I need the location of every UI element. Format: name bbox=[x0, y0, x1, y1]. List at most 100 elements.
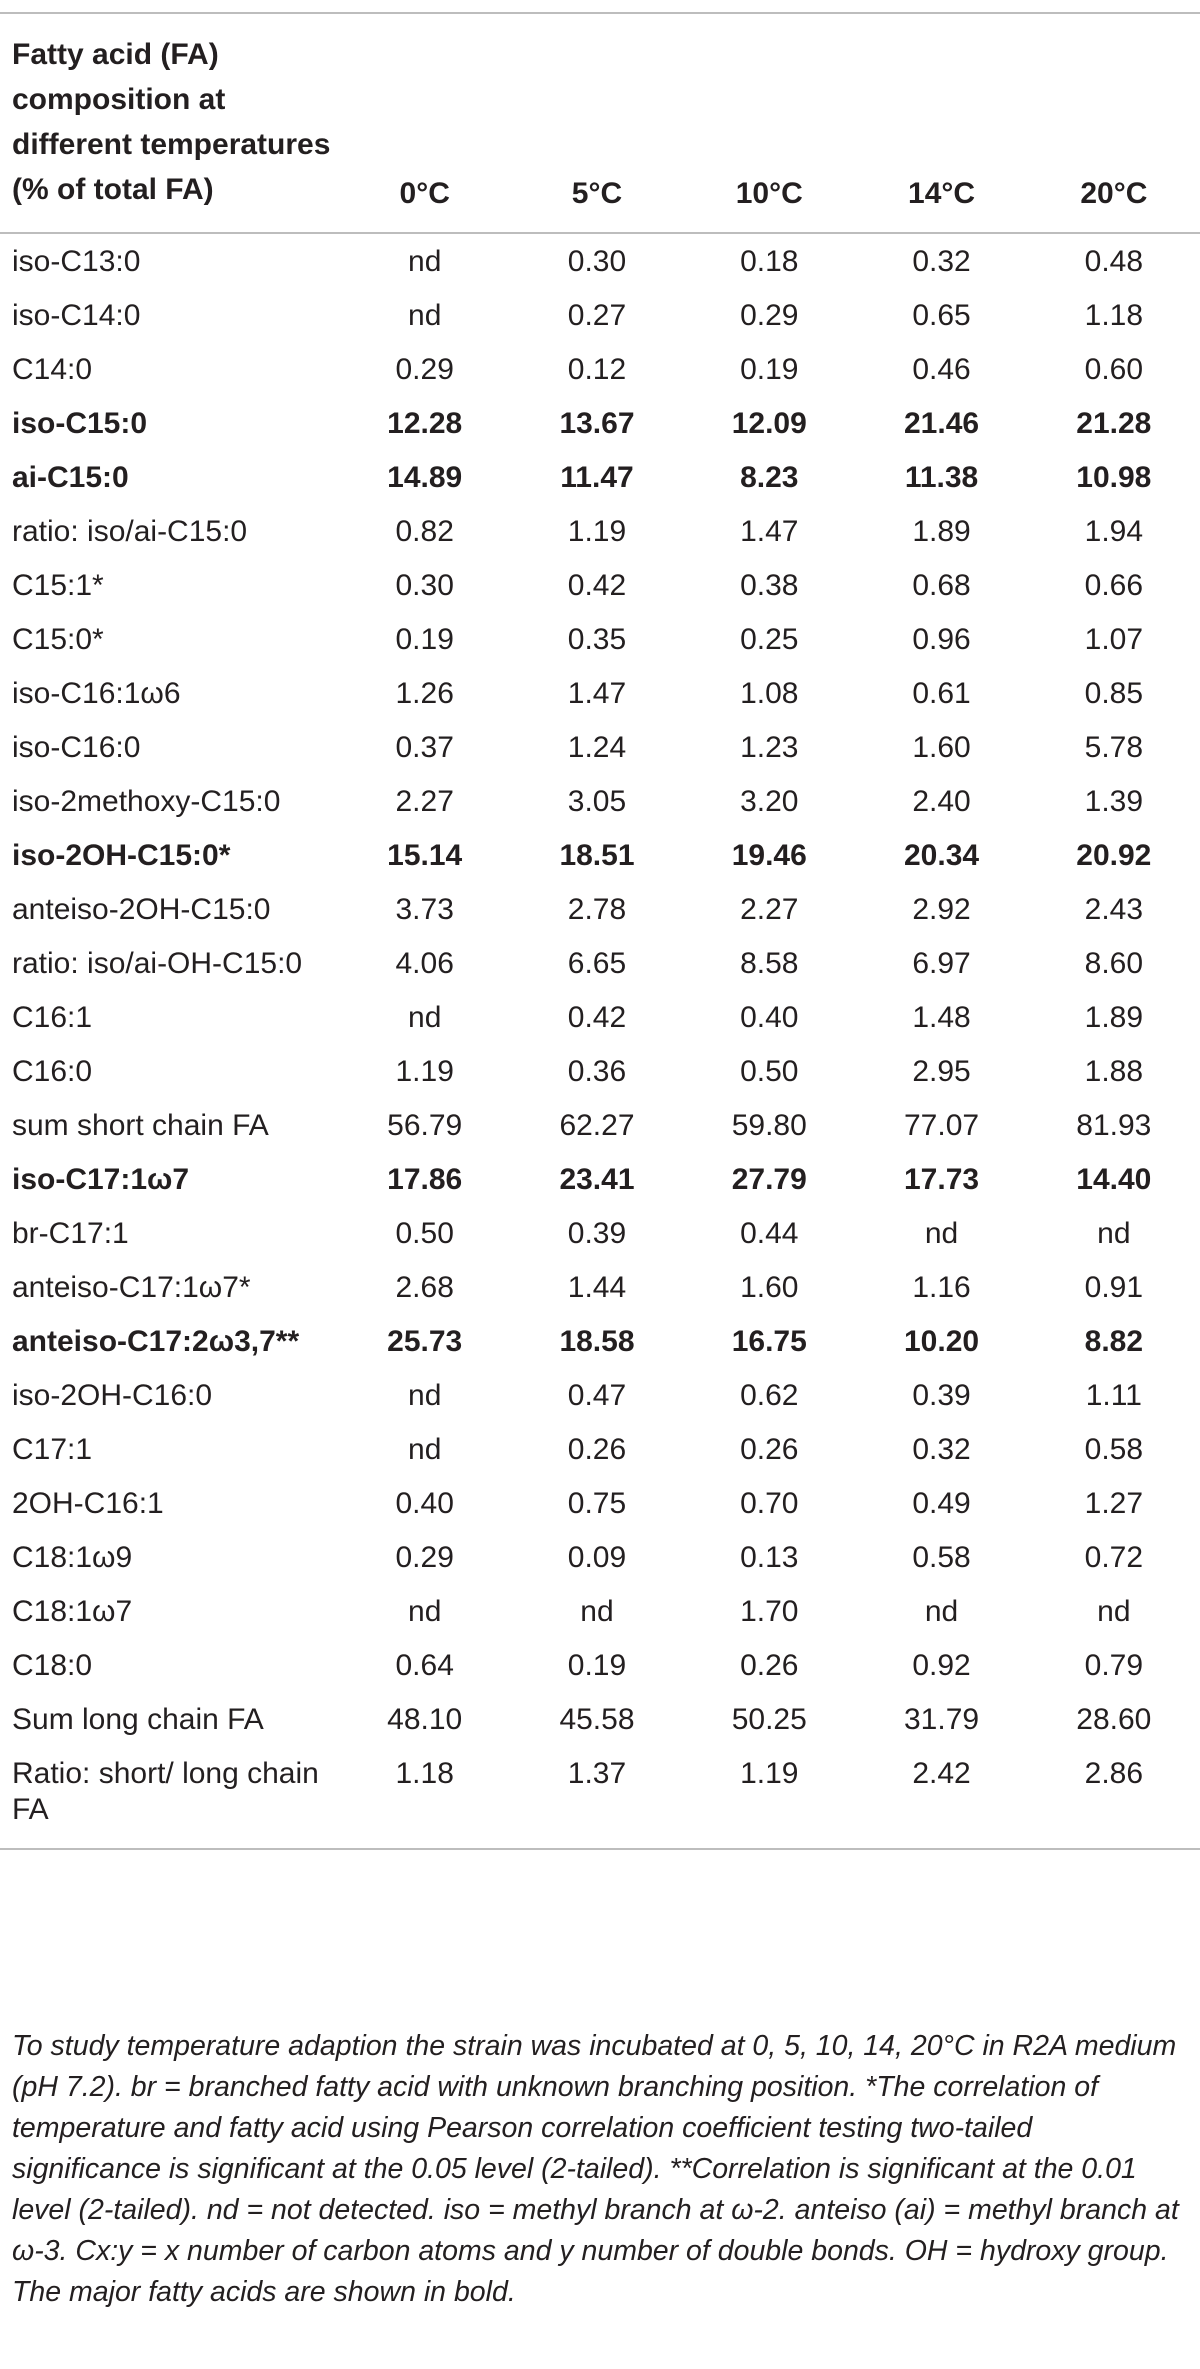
row-label: iso-C14:0 bbox=[12, 299, 141, 332]
row-label: C15:1* bbox=[12, 569, 104, 602]
cell-value: 15.14 bbox=[387, 839, 463, 872]
cell-value: 8.58 bbox=[740, 947, 799, 980]
cell-value: 0.26 bbox=[740, 1649, 799, 1682]
cell-value: 6.65 bbox=[567, 947, 627, 980]
cell-value: 0.19 bbox=[740, 353, 799, 386]
cell-value: 0.44 bbox=[740, 1217, 799, 1250]
cell-value: 2.43 bbox=[1084, 893, 1144, 926]
cell-value: 1.23 bbox=[740, 731, 799, 764]
cell-value: 0.19 bbox=[395, 623, 454, 656]
cell-value: 77.07 bbox=[904, 1109, 980, 1142]
cell-value: 62.27 bbox=[559, 1109, 635, 1142]
cell-value: 0.36 bbox=[567, 1055, 627, 1088]
cell-value: 18.51 bbox=[559, 839, 635, 872]
cell-value: 0.92 bbox=[912, 1649, 971, 1682]
cell-value: 1.08 bbox=[740, 677, 799, 710]
table-row: anteiso-C17:1ω7* 2.68 1.44 1.60 1.16 0.91 bbox=[0, 1260, 1200, 1314]
cell-value: 81.93 bbox=[1076, 1109, 1152, 1142]
table-row: iso-2methoxy-C15:0 2.27 3.05 3.20 2.40 1.39 bbox=[0, 774, 1200, 828]
cell-value: 0.39 bbox=[567, 1217, 627, 1250]
cell-value: 0.42 bbox=[567, 1001, 627, 1034]
cell-value: nd bbox=[1097, 1595, 1131, 1628]
row-label: ratio: iso/ai-OH-C15:0 bbox=[12, 947, 303, 980]
cell-value: 11.47 bbox=[560, 461, 634, 494]
cell-value: 0.13 bbox=[740, 1541, 799, 1574]
cell-value: 0.26 bbox=[567, 1433, 627, 1466]
cell-value: 1.47 bbox=[567, 677, 627, 710]
cell-value: 8.82 bbox=[1084, 1325, 1144, 1358]
cell-value: nd bbox=[408, 1001, 442, 1034]
table-row: ai-C15:0 14.89 11.47 8.23 11.38 10.98 bbox=[0, 450, 1200, 504]
cell-value: 18.58 bbox=[559, 1325, 635, 1358]
cell-value: 1.48 bbox=[912, 1001, 971, 1034]
cell-value: 0.66 bbox=[1084, 569, 1144, 602]
cell-value: 14.40 bbox=[1076, 1163, 1152, 1196]
row-label: C16:0 bbox=[12, 1055, 93, 1088]
table-footnote: To study temperature adaption the strain… bbox=[12, 2026, 1188, 2313]
cell-value: 0.40 bbox=[395, 1487, 454, 1520]
cell-value: 0.39 bbox=[912, 1379, 971, 1412]
footnote-significance-01: **Correlation is significant at the 0.01… bbox=[12, 2153, 1137, 2226]
cell-value: 0.27 bbox=[567, 299, 627, 332]
table-row: anteiso-C17:2ω3,7** 25.73 18.58 16.75 10.20 8… bbox=[0, 1314, 1200, 1368]
cell-value: 0.82 bbox=[395, 515, 454, 548]
cell-value: 50.25 bbox=[731, 1703, 807, 1736]
cell-value: 8.23 bbox=[740, 461, 799, 494]
cell-value: 0.58 bbox=[912, 1541, 971, 1574]
cell-value: 0.46 bbox=[912, 353, 971, 386]
table-row: C18:0 0.64 0.19 0.26 0.92 0.79 bbox=[0, 1638, 1200, 1692]
row-label: ai-C15:0 bbox=[12, 461, 129, 494]
footnote-bold: The major fatty acids are shown in bold. bbox=[12, 2276, 516, 2308]
table-row: iso-2OH-C15:0* 15.14 18.51 19.46 20.34 20.92 bbox=[0, 828, 1200, 882]
table-row: iso-C13:0 nd 0.30 0.18 0.32 0.48 bbox=[0, 233, 1200, 288]
cell-value: 21.28 bbox=[1076, 407, 1152, 440]
row-label: anteiso-2OH-C15:0 bbox=[12, 893, 271, 926]
cell-value: 12.28 bbox=[387, 407, 463, 440]
row-label: iso-C16:1ω6 bbox=[12, 677, 181, 710]
cell-value: 0.32 bbox=[912, 1433, 971, 1466]
row-label: anteiso-C17:1ω7* bbox=[12, 1271, 251, 1304]
cell-value: 0.79 bbox=[1084, 1649, 1144, 1682]
cell-value: 1.37 bbox=[510, 1746, 684, 1850]
cell-value: 3.20 bbox=[740, 785, 799, 818]
cell-value: 2.40 bbox=[912, 785, 971, 818]
cell-value: 0.38 bbox=[740, 569, 799, 602]
cell-value: nd bbox=[408, 1379, 442, 1412]
table-row: iso-C16:0 0.37 1.24 1.23 1.60 5.78 bbox=[0, 720, 1200, 774]
cell-value: 2.95 bbox=[912, 1055, 971, 1088]
table-row: iso-2OH-C16:0 nd 0.47 0.62 0.39 1.11 bbox=[0, 1368, 1200, 1422]
cell-value: nd bbox=[408, 299, 442, 332]
cell-value: 1.39 bbox=[1084, 785, 1144, 818]
cell-value: 0.29 bbox=[740, 299, 799, 332]
cell-value: nd bbox=[924, 1595, 959, 1628]
cell-value: 1.44 bbox=[567, 1271, 627, 1304]
cell-value: 10.98 bbox=[1076, 461, 1152, 494]
cell-value: 28.60 bbox=[1076, 1703, 1152, 1736]
cell-value: 0.75 bbox=[567, 1487, 627, 1520]
cell-value: 0.91 bbox=[1084, 1271, 1144, 1304]
cell-value: 0.09 bbox=[567, 1541, 627, 1574]
row-label: anteiso-C17:2ω3,7** bbox=[12, 1325, 300, 1358]
cell-value: 21.46 bbox=[904, 407, 980, 440]
cell-value: 1.18 bbox=[338, 1746, 511, 1850]
row-label: C18:1ω9 bbox=[12, 1541, 133, 1574]
fatty-acid-table: Fatty acid (FA) composition at different… bbox=[0, 14, 1200, 1850]
row-label: Ratio: short/ long chain FA bbox=[0, 1746, 339, 1850]
table-row: Sum long chain FA 48.10 45.58 50.25 31.79 28.… bbox=[0, 1692, 1200, 1746]
cell-value: 0.19 bbox=[567, 1649, 627, 1682]
cell-value: 2.86 bbox=[1027, 1746, 1200, 1850]
cell-value: 1.27 bbox=[1084, 1487, 1144, 1520]
cell-value: 0.70 bbox=[740, 1487, 799, 1520]
row-label: iso-2OH-C16:0 bbox=[12, 1379, 213, 1412]
table-row: Ratio: short/ long chain FA 1.18 1.37 1.19 2… bbox=[0, 1746, 1200, 1850]
cell-value: 25.73 bbox=[387, 1325, 463, 1358]
footnote-methods: To study temperature adaption the strain… bbox=[12, 2030, 1177, 2103]
cell-value: 0.61 bbox=[912, 677, 971, 710]
table-row: ratio: iso/ai-OH-C15:0 4.06 6.65 8.58 6.97 8.… bbox=[0, 936, 1200, 990]
cell-value: 1.16 bbox=[912, 1271, 971, 1304]
cell-value: 2.27 bbox=[395, 785, 454, 818]
row-label: C14:0 bbox=[12, 353, 93, 386]
cell-value: 0.25 bbox=[740, 623, 799, 656]
cell-value: nd bbox=[408, 245, 442, 278]
row-label: 2OH-C16:1 bbox=[12, 1487, 164, 1520]
